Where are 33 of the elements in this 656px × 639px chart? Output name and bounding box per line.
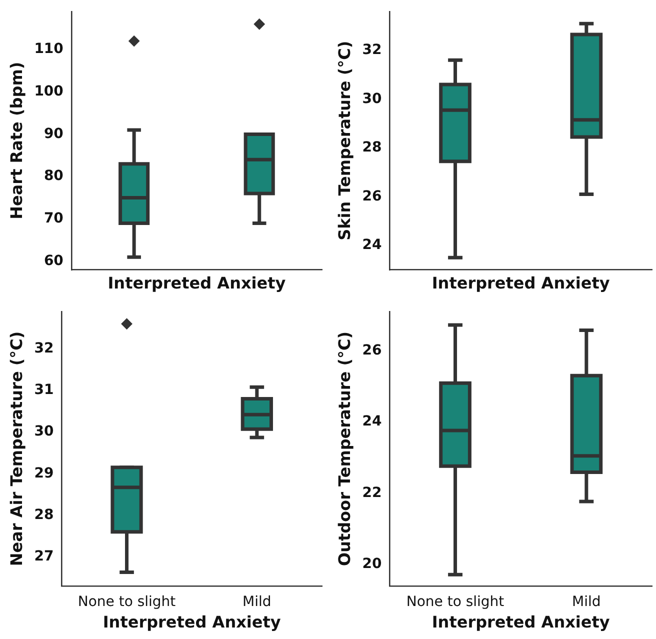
x-tick-label: Mild xyxy=(242,594,272,610)
y-tick-label: 28 xyxy=(34,506,54,523)
y-tick-label: 30 xyxy=(34,424,54,440)
y-axis-title: Heart Rate (bpm) xyxy=(6,62,26,220)
y-tick-label: 32 xyxy=(34,340,54,356)
x-tick-label: None to slight xyxy=(406,594,505,610)
y-tick-label: 26 xyxy=(362,188,382,204)
y-tick-label: 26 xyxy=(362,342,382,358)
y-tick-label: 24 xyxy=(362,414,382,430)
y-tick-label: 30 xyxy=(362,90,382,107)
x-axis-title: Interpreted Anxiety xyxy=(432,274,610,293)
x-axis-title: Interpreted Anxiety xyxy=(102,612,282,632)
y-tick-label: 22 xyxy=(362,484,382,501)
y-axis-title: Outdoor Temperature (°C) xyxy=(334,331,354,566)
y-tick-label: 29 xyxy=(34,465,54,482)
y-tick-label: 90 xyxy=(44,126,64,142)
y-tick-label: 100 xyxy=(34,84,64,100)
y-tick-label: 32 xyxy=(362,42,382,58)
y-axis-title: Near Air Temperature (°C) xyxy=(6,331,26,566)
y-tick-label: 28 xyxy=(362,140,382,156)
y-tick-label: 24 xyxy=(362,237,382,254)
y-tick-label: 60 xyxy=(44,252,64,269)
y-tick-label: 80 xyxy=(44,168,64,184)
x-tick-label: Mild xyxy=(572,594,601,610)
y-tick-label: 31 xyxy=(34,382,54,398)
y-tick-label: 110 xyxy=(34,41,64,58)
x-axis-title: Interpreted Anxiety xyxy=(432,612,610,632)
x-tick-label: None to slight xyxy=(78,594,176,610)
x-axis-title: Interpreted Anxiety xyxy=(108,274,286,293)
y-axis-title: Skin Temperature (°C) xyxy=(334,40,354,240)
y-tick-label: 70 xyxy=(44,210,64,227)
y-tick-label: 20 xyxy=(362,556,382,572)
y-tick-label: 27 xyxy=(34,548,54,565)
